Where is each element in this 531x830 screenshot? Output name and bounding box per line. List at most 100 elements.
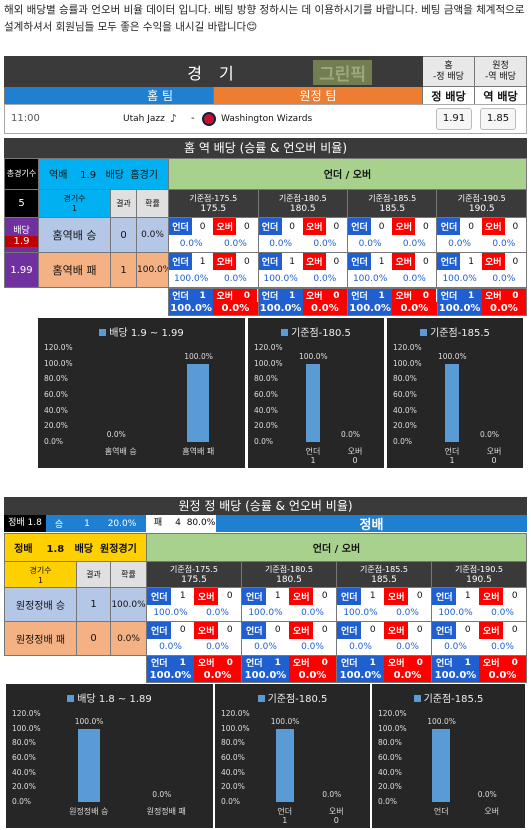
under-pct: 100.0% — [337, 669, 384, 682]
under-count: 1 — [361, 656, 384, 669]
under-pct: 100.0% — [259, 270, 303, 287]
s1-row1-label: 홈역배 패 — [38, 252, 111, 288]
y-tick-label: 60.0% — [254, 390, 278, 399]
chart-title-text: 기준점-180.5 — [267, 694, 328, 705]
s2-filter-c: 배당 — [74, 544, 94, 555]
s1-chart-base-185: 기준점-185.5 0.0% 20.0% 40.0% 60.0% 80.0% 100.0% 1… — [387, 318, 523, 468]
intro-text: 해외 배당별 승률과 언오버 비율 데이터 입니다. 베팅 방향 정하시는 데 … — [4, 4, 525, 33]
under-count: 1 — [281, 289, 303, 302]
under-pct: 100.0% — [437, 302, 482, 315]
over-label: 오버 — [193, 656, 219, 669]
s1-row0-uo3: 언더 0 오버 0 0.0% 0.0% — [436, 217, 527, 253]
home-team-name: Utah Jazz — [123, 114, 165, 124]
y-tick-label: 20.0% — [378, 782, 402, 792]
s2-sum-0: 정배 1.8 — [4, 515, 46, 532]
over-pct: 0.0% — [213, 270, 258, 287]
s2-row1-label: 원정정배 패 — [4, 621, 77, 656]
under-count: 0 — [361, 622, 384, 639]
under-label: 언더 — [242, 622, 267, 639]
match-time: 11:00 — [11, 113, 40, 124]
under-pct: 0.0% — [169, 235, 214, 252]
over-count: 0 — [503, 656, 526, 669]
under-pct: 0.0% — [259, 235, 303, 252]
chart-title-text: 배당 1.8 ~ 1.89 — [77, 694, 152, 705]
under-count: 1 — [371, 289, 393, 302]
s1-row1-uo2: 언더 1 오버 0 100.0% 0.0% — [346, 252, 438, 288]
s1-chart-odds: 배당 1.9 ~ 1.99 0.0% 20.0% 40.0% 60.0% 80.0% 100… — [38, 318, 245, 468]
over-label: 오버 — [288, 622, 314, 639]
bar — [187, 363, 210, 442]
legend-swatch — [99, 329, 107, 336]
over-count: 0 — [325, 289, 347, 302]
over-count: 0 — [236, 289, 258, 302]
under-label: 언더 — [432, 622, 457, 639]
s2-row1-uo0: 언더 0 오버 0 0.0% 0.0% — [146, 621, 242, 656]
away-team-name: Washington Wizards — [221, 114, 313, 124]
over-label: 오버 — [478, 588, 504, 605]
y-tick-label: 80.0% — [393, 374, 417, 384]
x-tick-label: 오버 — [347, 447, 363, 456]
under-count: 1 — [266, 588, 289, 605]
over-label: 오버 — [481, 289, 505, 302]
odds-away-button[interactable]: 1.85 — [480, 108, 516, 130]
over-count: 0 — [313, 588, 336, 605]
s2-res-label: 결과 — [76, 561, 111, 588]
s1-row0-uo1: 언더 0 오버 0 0.0% 0.0% — [257, 217, 349, 253]
y-tick-label: 20.0% — [221, 782, 245, 792]
s1-row1-uo1: 언더 1 오버 0 100.0% 0.0% — [257, 252, 349, 288]
under-pct: 0.0% — [337, 638, 384, 655]
s2-filter-a: 정배 — [14, 544, 33, 555]
under-label: 언더 — [432, 656, 457, 669]
over-count: 0 — [504, 253, 526, 270]
y-tick-label: 100.0% — [378, 723, 407, 733]
y-tick-label: 60.0% — [44, 390, 68, 399]
over-label: 오버 — [392, 218, 416, 236]
chart-title: 배당 1.9 ~ 1.99 — [38, 324, 245, 339]
y-tick-label: 0.0% — [44, 437, 64, 446]
x-tick-label: 오버 — [486, 447, 502, 456]
x-count-label: 1 — [310, 456, 316, 465]
s2-row1-uo3: 언더 0 오버 0 0.0% 0.0% — [431, 621, 527, 656]
x-tick-label: 홈역배 승 — [104, 447, 137, 456]
under-pct: 100.0% — [169, 270, 214, 287]
data-label: 100.0% — [184, 351, 213, 361]
match-header: 경 기 그린픽 홈 -정 배당 원정 -역 배당 홈 팀 원정 팀 정 배당 역… — [4, 56, 527, 105]
s2-sum-5: 4 — [170, 515, 186, 532]
s1-row0-uo2: 언더 0 오버 0 0.0% 0.0% — [346, 217, 438, 253]
data-label: 100.0% — [427, 716, 456, 726]
over-count: 0 — [504, 218, 526, 236]
under-label: 언더 — [437, 218, 461, 236]
over-pct: 0.0% — [302, 235, 347, 252]
over-label: 오버 — [481, 218, 505, 236]
y-tick-label: 80.0% — [44, 374, 68, 384]
odds-home-button[interactable]: 1.91 — [436, 108, 472, 130]
s1-res-label: 결과 — [110, 188, 137, 219]
section2-summary: 정배 1.8 승 1 20.0% 패 4 80.0% 정배 — [4, 515, 527, 533]
chart-title-text: 기준점-185.5 — [423, 694, 484, 705]
col-away-sub: -역 배당 — [485, 71, 516, 82]
under-label: 언더 — [437, 253, 461, 270]
x-count-label: 0 — [352, 456, 358, 465]
y-tick-label: 80.0% — [378, 738, 402, 748]
y-tick-label: 40.0% — [393, 405, 417, 415]
x-tick-label: 원정정배 패 — [146, 807, 186, 816]
s1-cnt-label: 경기수 — [63, 194, 86, 204]
s1-filter-d: 홈경기 — [130, 170, 158, 182]
s2-total-3: 언더 1 오버 0 100.0% 0.0% — [431, 655, 527, 683]
x-tick-label: 오버 — [484, 807, 500, 816]
y-tick-label: 40.0% — [44, 405, 68, 415]
s2-base-0: 기준점-175.5 175.5 — [146, 561, 242, 588]
over-pct: 0.0% — [392, 235, 436, 252]
s1-row1-uo3: 언더 1 오버 0 100.0% 0.0% — [436, 252, 527, 288]
y-tick-label: 0.0% — [12, 797, 32, 806]
s1-cnt: 1 — [71, 204, 78, 214]
under-pct: 100.0% — [242, 604, 289, 621]
under-pct: 100.0% — [147, 669, 194, 682]
s2-filter-b: 1.8 — [46, 544, 65, 555]
y-tick-label: 120.0% — [378, 709, 407, 718]
over-pct: 0.0% — [384, 604, 431, 621]
over-label: 오버 — [383, 656, 409, 669]
over-label: 오버 — [383, 622, 409, 639]
legend-swatch — [257, 695, 265, 702]
y-tick-label: 100.0% — [12, 723, 41, 733]
